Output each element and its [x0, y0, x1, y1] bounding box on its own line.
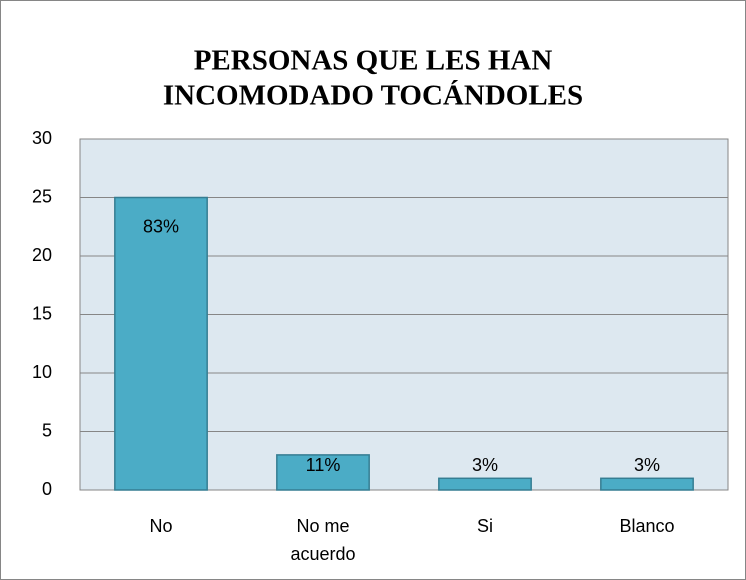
- data-label: 83%: [143, 216, 179, 236]
- y-tick-label: 10: [32, 362, 52, 382]
- y-tick-label: 0: [42, 479, 52, 499]
- bar: [276, 454, 370, 491]
- data-label: 3%: [634, 455, 660, 475]
- x-tick-label: No me acuerdo: [290, 516, 355, 564]
- x-tick-label: No: [149, 516, 172, 536]
- x-tick-label: Blanco: [619, 516, 674, 536]
- y-tick-label: 5: [42, 420, 52, 440]
- y-tick-label: 25: [32, 186, 52, 206]
- chart-title: INCOMODADO TOCÁNDOLES: [163, 79, 583, 112]
- y-tick-label: 15: [32, 303, 52, 323]
- y-tick-label: 30: [32, 128, 52, 148]
- y-tick-label: 20: [32, 245, 52, 265]
- bar: [438, 477, 532, 491]
- chart-title: PERSONAS QUE LES HAN: [194, 45, 553, 77]
- bar: [114, 196, 208, 491]
- data-label: 11%: [306, 455, 341, 475]
- data-label: 3%: [472, 455, 498, 475]
- bar: [600, 477, 694, 491]
- x-tick-label: Si: [477, 516, 493, 536]
